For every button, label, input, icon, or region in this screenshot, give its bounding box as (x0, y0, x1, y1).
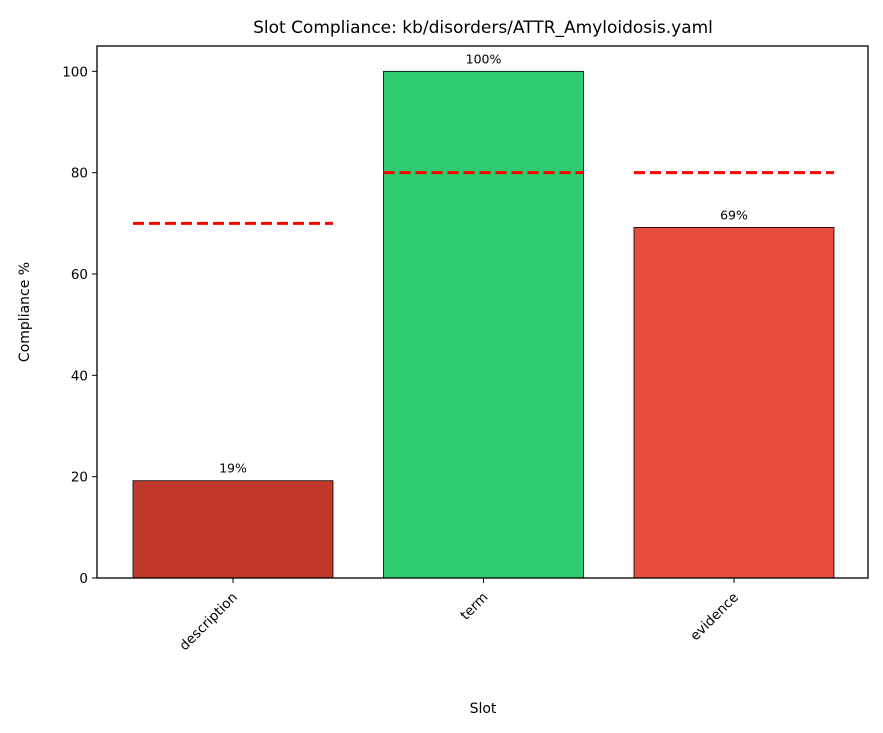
x-tick-label: evidence (687, 590, 742, 645)
y-tick-label: 80 (71, 166, 88, 182)
bar-value-label: 100% (466, 51, 502, 66)
x-axis-ticks: description term evidence (176, 578, 742, 654)
plot-area: 19% 100% 69% (132, 51, 835, 579)
y-tick-label: 100 (62, 64, 88, 80)
x-tick-label: description (176, 590, 240, 654)
bar-evidence (633, 226, 835, 579)
x-tick-label: term (457, 590, 491, 624)
x-axis-label: Slot (470, 701, 497, 717)
y-tick-label: 20 (71, 470, 88, 486)
y-axis-ticks: 0 20 40 60 80 100 (62, 64, 97, 587)
y-tick-label: 0 (79, 571, 88, 587)
chart-title: Slot Compliance: kb/disorders/ATTR_Amylo… (253, 18, 713, 38)
bar-value-label: 69% (720, 207, 748, 222)
bar-value-label: 19% (219, 461, 247, 476)
axes-frame (96, 45, 869, 579)
bar-description (132, 480, 334, 579)
y-axis-label: Compliance % (17, 262, 33, 362)
bar-term (383, 70, 584, 579)
y-tick-label: 40 (71, 368, 88, 384)
y-tick-label: 60 (71, 267, 88, 283)
